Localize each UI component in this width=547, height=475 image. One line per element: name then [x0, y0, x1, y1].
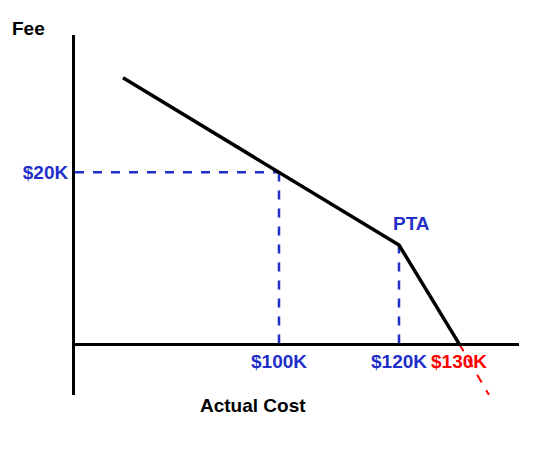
svg-text:Actual Cost: Actual Cost [200, 395, 306, 416]
svg-text:$120K: $120K [371, 351, 427, 372]
svg-text:$130K: $130K [431, 351, 487, 372]
svg-text:PTA: PTA [393, 213, 430, 234]
svg-text:$100K: $100K [251, 351, 307, 372]
svg-text:$20K: $20K [23, 162, 69, 183]
svg-text:Fee: Fee [12, 18, 45, 39]
